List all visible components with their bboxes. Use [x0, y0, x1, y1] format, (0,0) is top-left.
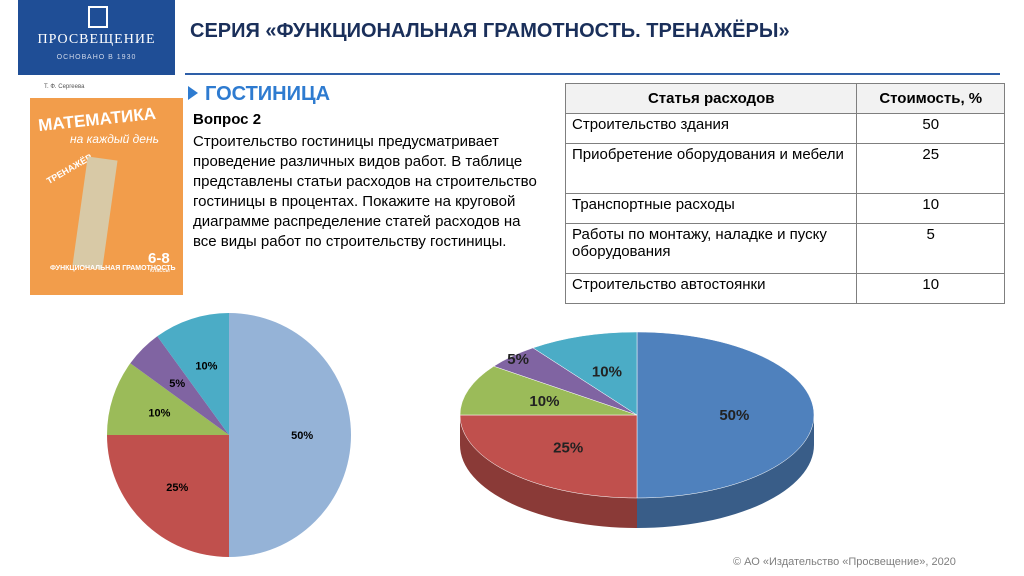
- pie-slice: [636, 331, 815, 499]
- slice-label: 25%: [166, 482, 188, 494]
- cost-table: Статья расходов Стоимость, % Строительств…: [564, 83, 1005, 304]
- cover-subtitle: на каждый день: [70, 132, 159, 146]
- pie-slice: [229, 313, 351, 557]
- pie-slice: [459, 365, 638, 416]
- header-title: СЕРИЯ «ФУНКЦИОНАЛЬНАЯ ГРАМОТНОСТЬ. ТРЕНА…: [190, 20, 790, 42]
- question-text: Строительство гостиницы предусматривает …: [193, 133, 537, 250]
- table-cell: Строительство автостоянки: [564, 273, 858, 304]
- slice-label: 5%: [169, 378, 185, 390]
- table-row: Строительство здания 50: [564, 113, 1005, 144]
- logo-name: ПРОСВЕЩЕНИЕ: [37, 32, 156, 47]
- slice-label: 50%: [291, 430, 313, 442]
- cover-band: [30, 80, 183, 98]
- table-row: Приобретение оборудования и мебели 25: [564, 143, 1005, 194]
- pie-slice: [157, 313, 229, 435]
- logo-icon: [88, 6, 108, 28]
- table-cell: 10: [856, 193, 1005, 224]
- table-row: Строительство автостоянки 10: [564, 273, 1005, 304]
- slice-label: 25%: [553, 439, 583, 456]
- cover-grades-word: классы: [150, 268, 170, 274]
- footer: © АО «Издательство «Просвещение», 2020: [733, 556, 956, 568]
- pie-slice: [532, 331, 638, 416]
- pie-slice-side: [460, 415, 637, 528]
- cover-author: Т. Ф. Сергеева: [44, 84, 85, 90]
- table-cell: Строительство здания: [564, 113, 858, 144]
- slice-label: 10%: [592, 364, 622, 381]
- pie-slice: [459, 414, 638, 499]
- slice-label: 50%: [719, 407, 749, 424]
- slice-label: 10%: [148, 407, 170, 419]
- table-header: Стоимость, %: [856, 83, 1005, 114]
- header-rule: [185, 73, 1000, 75]
- table-cell: 25: [856, 143, 1005, 194]
- pie-slice: [130, 336, 229, 435]
- slice-label: 5%: [507, 351, 529, 368]
- book-cover: Т. Ф. Сергеева МАТЕМАТИКА на каждый день…: [30, 80, 183, 295]
- table-cell: 10: [856, 273, 1005, 304]
- table-cell: Транспортные расходы: [564, 193, 858, 224]
- question-label: Вопрос 2: [193, 111, 262, 128]
- slice-label: 10%: [195, 360, 217, 372]
- slice-label: 10%: [529, 393, 559, 410]
- table-cell: Работы по монтажу, наладке и пуску обору…: [564, 223, 858, 274]
- table-cell: Приобретение оборудования и мебели: [564, 143, 858, 194]
- logo: ПРОСВЕЩЕНИЕ ОСНОВАНО В 1930: [18, 0, 175, 75]
- pie-slice: [107, 363, 229, 435]
- table-cell: 50: [856, 113, 1005, 144]
- pie-slice: [107, 435, 229, 557]
- table-row: Работы по монтажу, наладке и пуску обору…: [564, 223, 1005, 274]
- section-bullet: [188, 86, 198, 100]
- section-title: ГОСТИНИЦА: [205, 83, 331, 105]
- cover-bottom: ФУНКЦИОНАЛЬНАЯ ГРАМОТНОСТЬ: [50, 265, 176, 272]
- pie-slice-side: [637, 415, 814, 528]
- logo-tagline: ОСНОВАНО В 1930: [56, 54, 137, 61]
- cover-grades: 6-8: [148, 250, 170, 267]
- table-row: Транспортные расходы 10: [564, 193, 1005, 224]
- table-header: Статья расходов: [564, 83, 858, 114]
